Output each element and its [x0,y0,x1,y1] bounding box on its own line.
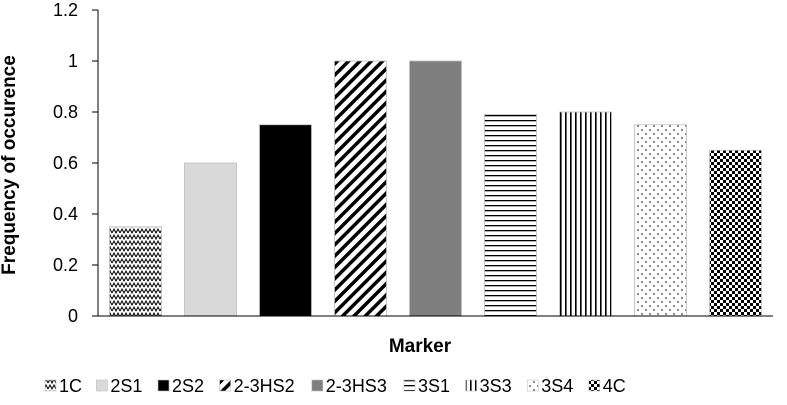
bar-1c [109,226,162,317]
legend-swatch-2-3hs2 [219,379,231,392]
bars [109,60,762,317]
y-axis-title: Frequency of occurence [0,55,20,275]
legend-swatch-3s4 [526,379,539,392]
bar-2s2 [259,124,312,317]
legend-label: 1C [59,376,82,396]
legend-label: 3S4 [541,376,573,396]
bar-3s4 [634,124,687,317]
legend-label: 2-3HS2 [234,376,295,396]
y-tick-label: 0.8 [53,102,78,122]
legend: 1C 2S1 2S2 2-3HS2 2-3HS3 3S1 3S3 3S4 4C [44,376,626,396]
bar-2-3hs2 [334,60,387,317]
y-tick-label: 1 [68,51,78,71]
legend-swatch-2-3hs3 [311,379,324,392]
legend-label: 2-3HS3 [326,376,387,396]
y-tick-label: 0.2 [53,255,78,275]
legend-label: 4C [603,376,626,396]
legend-swatch-4c [588,379,601,392]
legend-label: 3S3 [480,376,512,396]
y-tick-label: 0.4 [53,204,78,224]
y-tick-label: 0.6 [53,153,78,173]
bar-3s3 [559,111,612,317]
y-axis: 0 0.2 0.4 0.6 0.8 1 1.2 [53,0,99,326]
y-tick-label: 0 [68,306,78,326]
bar-2-3hs3 [409,60,462,317]
legend-swatch-3s3 [465,379,477,392]
y-tick-label: 1.2 [53,0,78,20]
bar-4c [709,149,762,317]
legend-label: 3S1 [418,376,450,396]
legend-swatch-2s1 [96,379,108,392]
bar-3s1 [484,114,537,317]
legend-label: 2S1 [110,376,142,396]
legend-swatch-1c [44,379,57,392]
bar-2s1 [184,162,237,317]
legend-swatch-2s2 [157,379,170,392]
legend-swatch-3s1 [403,379,416,392]
x-axis-title: Marker [389,336,452,357]
legend-label: 2S2 [172,376,204,396]
